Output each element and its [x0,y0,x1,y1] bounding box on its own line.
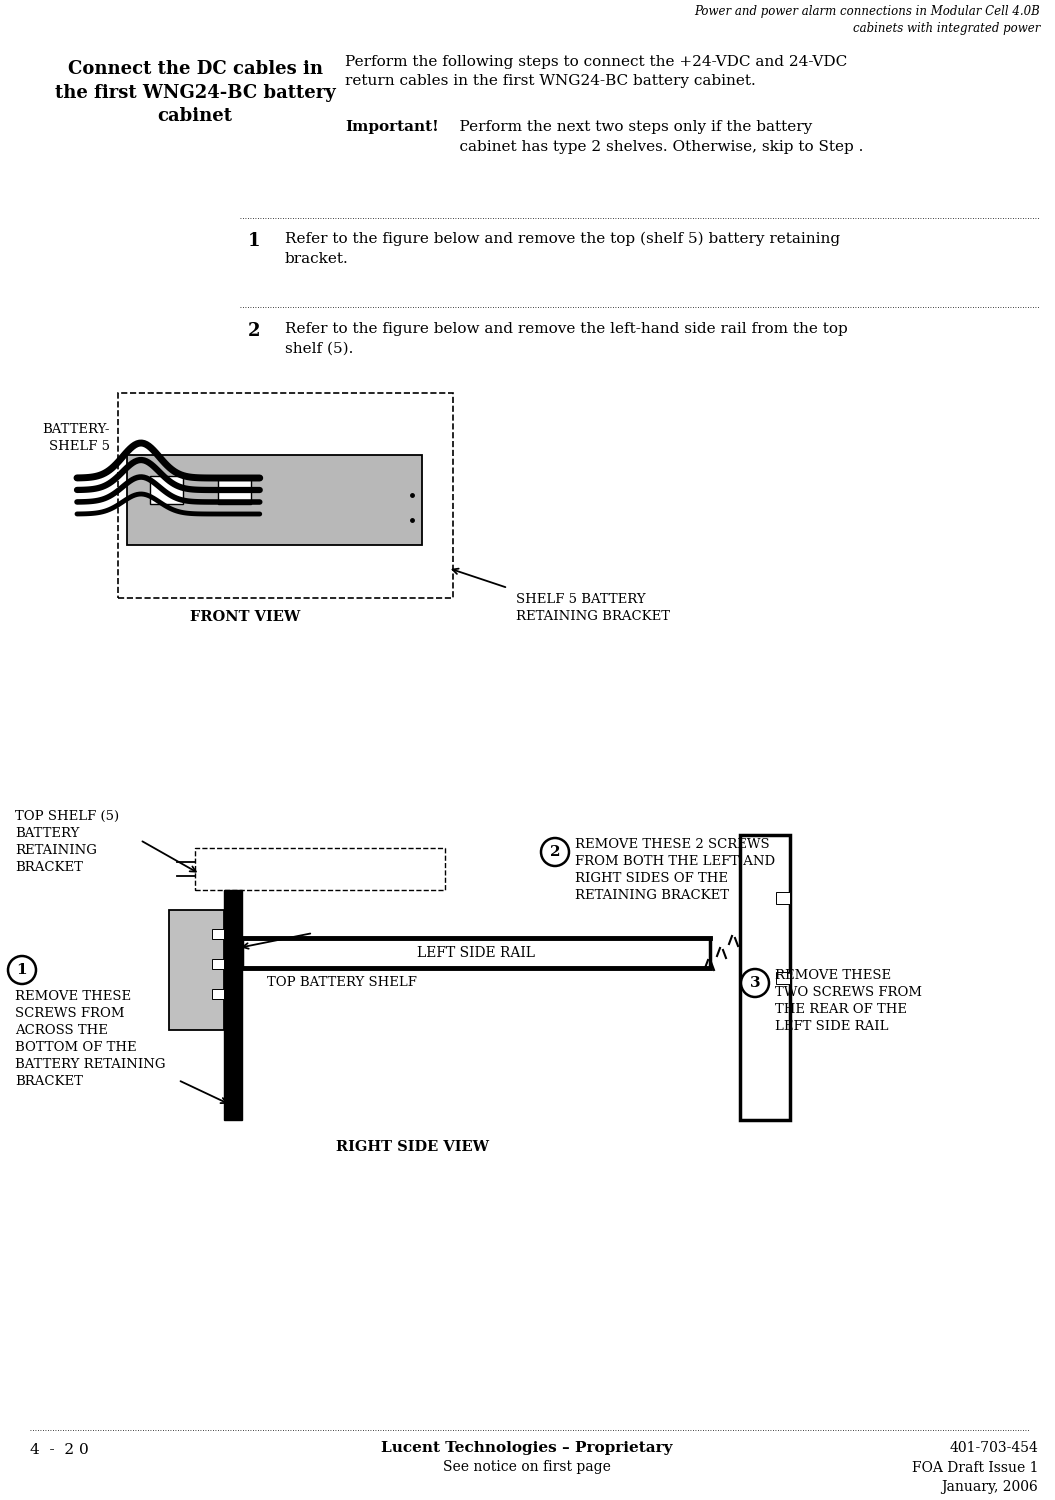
Text: Connect the DC cables in
the first WNG24-BC battery
cabinet: Connect the DC cables in the first WNG24… [55,60,335,124]
Text: FRONT VIEW: FRONT VIEW [190,610,301,624]
Text: See notice on first page: See notice on first page [443,1460,611,1474]
Text: 1: 1 [248,232,261,250]
Text: 4  -  2 0: 4 - 2 0 [30,1443,89,1456]
Circle shape [541,839,569,866]
Bar [212,958,224,969]
Bar [127,454,422,544]
Text: Lucent Technologies – Proprietary: Lucent Technologies – Proprietary [381,1442,673,1455]
Text: Important!: Important! [345,120,439,134]
Bar [195,847,445,889]
Text: SHELF 5 BATTERY
RETAINING BRACKET: SHELF 5 BATTERY RETAINING BRACKET [516,592,670,622]
Bar [218,476,251,504]
Bar [776,891,790,903]
Text: RIGHT SIDE VIEW: RIGHT SIDE VIEW [337,1140,490,1154]
Text: TOP BATTERY SHELF: TOP BATTERY SHELF [267,976,417,988]
Text: REMOVE THESE
SCREWS FROM
ACROSS THE
BOTTOM OF THE
BATTERY RETAINING
BRACKET: REMOVE THESE SCREWS FROM ACROSS THE BOTT… [15,990,166,1088]
Bar [212,928,224,939]
Bar [242,938,710,968]
Bar [118,393,453,598]
Text: 3: 3 [750,976,761,990]
Text: Refer to the figure below and remove the top (shelf 5) battery retaining
bracket: Refer to the figure below and remove the… [285,232,840,266]
Text: 401-703-454
FOA Draft Issue 1
January, 2006: 401-703-454 FOA Draft Issue 1 January, 2… [912,1442,1038,1494]
Bar [224,890,242,1120]
Text: Power and power alarm connections in Modular Cell 4.0B
cabinets with integrated : Power and power alarm connections in Mod… [694,4,1040,34]
Bar [150,476,183,504]
Text: Perform the following steps to connect the +24-VDC and 24-VDC
return cables in t: Perform the following steps to connect t… [345,56,847,88]
Text: REMOVE THESE 2 SCREWS
FROM BOTH THE LEFT AND
RIGHT SIDES OF THE
RETAINING BRACKE: REMOVE THESE 2 SCREWS FROM BOTH THE LEFT… [575,839,775,902]
Text: 2: 2 [550,844,560,859]
Bar [169,910,224,1030]
Circle shape [741,969,769,998]
Text: LEFT SIDE RAIL: LEFT SIDE RAIL [417,946,535,960]
Text: 1: 1 [17,963,27,976]
Text: TOP SHELF (5)
BATTERY
RETAINING
BRACKET: TOP SHELF (5) BATTERY RETAINING BRACKET [15,810,119,874]
Circle shape [8,956,36,984]
Text: Refer to the figure below and remove the left-hand side rail from the top
shelf : Refer to the figure below and remove the… [285,322,848,356]
Bar [740,836,790,1120]
Text: REMOVE THESE
TWO SCREWS FROM
THE REAR OF THE
LEFT SIDE RAIL: REMOVE THESE TWO SCREWS FROM THE REAR OF… [775,969,922,1034]
Text: BATTERY-
SHELF 5: BATTERY- SHELF 5 [42,423,110,453]
Text: 2: 2 [248,322,261,340]
Bar [212,988,224,999]
Text: Perform the next two steps only if the battery
    cabinet has type 2 shelves. O: Perform the next two steps only if the b… [440,120,863,153]
Bar [776,972,790,984]
